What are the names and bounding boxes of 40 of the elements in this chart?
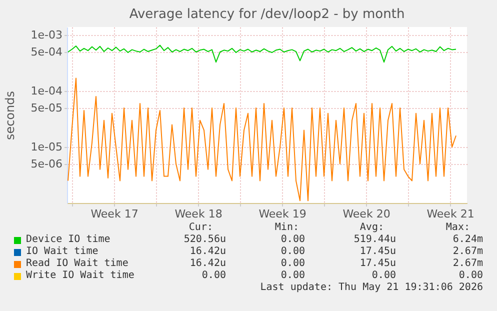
legend-label: Read IO Wait time: [26, 258, 128, 270]
text: 0.00: [280, 234, 305, 246]
x-tick-label: Week 19: [258, 208, 306, 220]
text: 6.24m: [452, 234, 483, 246]
text: Min:: [274, 222, 299, 234]
text: 16.42u: [190, 246, 226, 258]
text: Last update: Thu May 21 19:31:06 2026: [260, 282, 483, 294]
y-tick-label: 1e-03: [30, 28, 62, 42]
line-series: [68, 78, 456, 202]
legend-label: Write IO Wait time: [26, 270, 134, 282]
text: 0.00: [458, 270, 483, 282]
text: Avg:: [360, 222, 384, 234]
y-axis-title: seconds: [2, 90, 17, 140]
legend-label: IO Wait time: [26, 246, 98, 258]
x-tick-label: Week 17: [90, 208, 138, 220]
text: 16.42u: [190, 258, 226, 270]
x-tick-label: Week 20: [342, 208, 390, 220]
chart-title: Average latency for /dev/loop2 - by month: [129, 7, 405, 22]
text: 2.67m: [452, 258, 483, 270]
text: 0.00: [280, 246, 305, 258]
legend-label: Device IO time: [26, 234, 110, 246]
text: 0.00: [202, 270, 226, 282]
text: 0.00: [280, 270, 305, 282]
text: Cur:: [188, 222, 213, 234]
text: Max:: [446, 222, 470, 234]
text: 2.67m: [452, 246, 483, 258]
text: 0.00: [372, 270, 396, 282]
y-tick-label: 1e-04: [30, 84, 62, 98]
x-tick-label: Week 18: [174, 208, 222, 220]
x-tick-label: Week 21: [426, 208, 474, 220]
text: 520.56u: [184, 234, 226, 246]
text: 0.00: [280, 258, 305, 270]
y-tick-label: 5e-05: [30, 101, 62, 114]
y-tick-label: 1e-05: [30, 140, 62, 154]
text: 519.44u: [354, 234, 396, 246]
line-series: [68, 44, 456, 63]
text: 17.45u: [360, 246, 396, 258]
y-tick-label: 5e-06: [30, 157, 62, 170]
y-tick-label: 5e-04: [30, 46, 62, 59]
text: 17.45u: [360, 258, 396, 270]
